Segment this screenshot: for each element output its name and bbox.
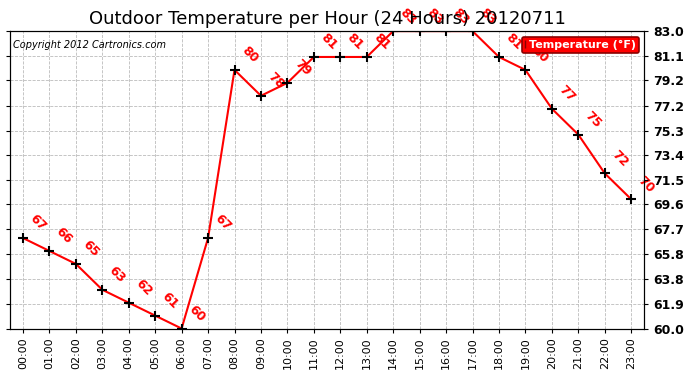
Text: 63: 63	[106, 264, 128, 286]
Text: 78: 78	[265, 70, 286, 92]
Text: Copyright 2012 Cartronics.com: Copyright 2012 Cartronics.com	[13, 40, 166, 50]
Text: 65: 65	[80, 238, 101, 260]
Text: 80: 80	[239, 44, 260, 66]
Text: 67: 67	[27, 212, 48, 234]
Text: 81: 81	[503, 32, 524, 53]
Text: 83: 83	[451, 6, 472, 27]
Text: 81: 81	[318, 32, 339, 53]
Text: 83: 83	[424, 6, 445, 27]
Text: 80: 80	[530, 44, 551, 66]
Text: 60: 60	[186, 303, 207, 324]
Text: 83: 83	[397, 6, 419, 27]
Text: 70: 70	[635, 174, 657, 195]
Legend: Temperature (°F): Temperature (°F)	[522, 37, 639, 53]
Text: 83: 83	[477, 6, 498, 27]
Text: 75: 75	[582, 109, 604, 130]
Text: 81: 81	[344, 32, 366, 53]
Text: 77: 77	[556, 83, 578, 105]
Text: 67: 67	[213, 212, 234, 234]
Text: 61: 61	[159, 290, 181, 312]
Text: 81: 81	[371, 32, 393, 53]
Text: 62: 62	[133, 277, 155, 298]
Text: 79: 79	[292, 57, 313, 79]
Text: 72: 72	[609, 148, 631, 169]
Text: 66: 66	[54, 225, 75, 247]
Title: Outdoor Temperature per Hour (24 Hours) 20120711: Outdoor Temperature per Hour (24 Hours) …	[88, 10, 566, 28]
